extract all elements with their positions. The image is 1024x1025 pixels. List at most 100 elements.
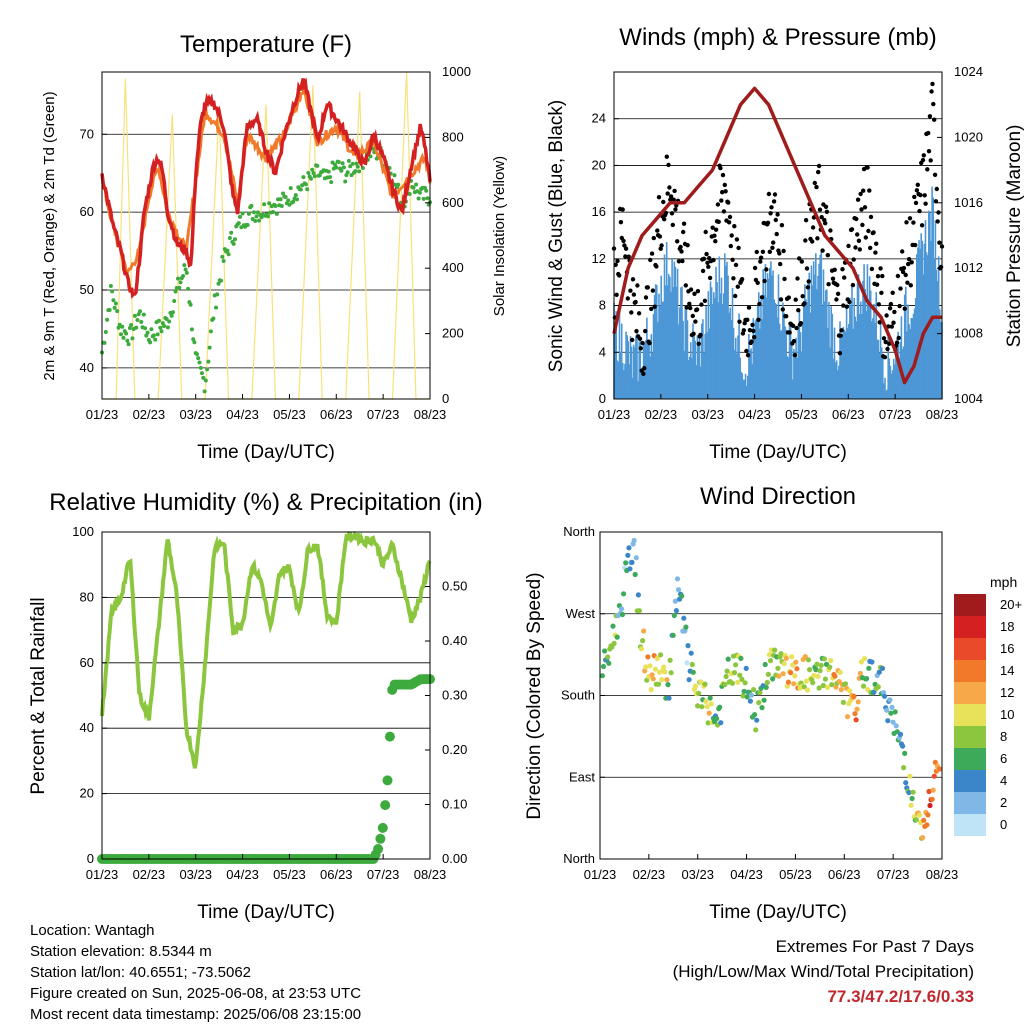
- dewpoint-point: [240, 211, 245, 216]
- dewpoint-point: [167, 319, 172, 324]
- direction-point: [696, 690, 702, 696]
- dewpoint-point: [191, 337, 196, 342]
- gust-point: [884, 313, 889, 318]
- direction-point: [707, 695, 713, 701]
- gust-point: [875, 274, 881, 279]
- direction-point: [666, 695, 672, 701]
- gust-point: [735, 284, 740, 289]
- dewpoint-point: [345, 170, 350, 175]
- y-tick-label: 60: [80, 655, 94, 670]
- dewpoint-point: [252, 210, 256, 215]
- dewpoint-point: [130, 336, 135, 341]
- gust-point: [756, 317, 761, 322]
- gust-point: [715, 202, 721, 207]
- winds-xlabel: Time (Day/UTC): [709, 442, 847, 463]
- gust-point: [666, 162, 671, 168]
- winds-frame: [613, 71, 943, 400]
- legend-swatch: [954, 792, 986, 814]
- dewpoint-point: [206, 359, 211, 364]
- dewpoint-point: [170, 310, 175, 315]
- direction-point: [757, 690, 763, 696]
- gust-point: [803, 238, 808, 243]
- legend-label: 8: [1000, 729, 1007, 744]
- gust-point: [794, 325, 799, 331]
- gust-point: [805, 285, 811, 290]
- y2-tick-label: 1004: [954, 391, 983, 406]
- gust-point: [835, 291, 841, 296]
- gust-point: [862, 205, 868, 210]
- direction-point: [821, 656, 828, 662]
- direction-point: [875, 684, 881, 690]
- x-tick-label: 02/23: [133, 407, 166, 422]
- direction-point: [876, 669, 882, 675]
- y2-tick-label: 1016: [954, 195, 983, 210]
- gust-point: [626, 254, 631, 259]
- gust-point: [760, 249, 766, 254]
- direction-point: [652, 666, 658, 672]
- gust-point: [844, 304, 849, 309]
- direction-point: [845, 714, 851, 720]
- direction-point: [897, 731, 904, 738]
- rh-line: [100, 530, 432, 769]
- direction-point: [638, 646, 645, 652]
- direction-point: [902, 750, 908, 757]
- gust-point: [767, 249, 772, 254]
- direction-panel: Wind Direction 01/23 02/23 03/23 04/23 05/23…: [524, 483, 1022, 923]
- gust-point: [890, 290, 895, 295]
- y2-tick-label: 0.30: [442, 688, 467, 703]
- gust-point: [643, 295, 649, 300]
- y-tick-label: 20: [80, 786, 94, 801]
- gust-point: [855, 197, 861, 202]
- direction-point: [744, 694, 750, 700]
- direction-point: [818, 662, 824, 669]
- dewpoint-point: [182, 263, 187, 268]
- direction-point: [705, 720, 711, 726]
- gust-point: [880, 273, 885, 279]
- gust-point: [659, 243, 664, 248]
- gust-point: [745, 353, 751, 358]
- direction-point: [813, 667, 819, 673]
- x-tick-label: 07/23: [879, 407, 912, 422]
- gust-point: [906, 257, 912, 262]
- gust-point: [696, 341, 701, 346]
- dewpoint-point: [226, 252, 231, 257]
- dewpoint-point: [416, 196, 421, 201]
- gust-point: [920, 157, 926, 163]
- solar-insolation-line: [102, 71, 430, 400]
- dewpoint-point: [134, 325, 139, 330]
- direction-point: [635, 592, 642, 598]
- gust-point: [847, 299, 852, 305]
- gust-point: [883, 339, 888, 345]
- direction-point: [699, 704, 705, 710]
- y2-tick-label: 0.00: [442, 851, 467, 866]
- dewpoint-point: [220, 254, 225, 259]
- gust-point: [768, 211, 773, 216]
- direction-point: [931, 773, 937, 779]
- dewpoint-point: [159, 329, 164, 334]
- gust-point: [855, 232, 860, 237]
- gust-point: [814, 184, 819, 190]
- direction-point: [888, 710, 894, 716]
- gust-point: [637, 336, 643, 341]
- y-tick-label: 60: [80, 204, 94, 219]
- temperature-y2label: Solar Insolation (Yellow): [491, 156, 508, 316]
- gust-point: [908, 283, 913, 288]
- gust-point: [759, 295, 765, 300]
- dewpoint-point: [425, 196, 430, 201]
- gust-point: [793, 297, 798, 302]
- gust-point: [668, 194, 674, 199]
- dewpoint-point: [287, 202, 292, 207]
- gust-point: [737, 319, 742, 324]
- gust-point: [713, 227, 719, 232]
- legend-swatch: [954, 638, 986, 660]
- direction-point: [851, 693, 857, 700]
- gust-point: [742, 321, 747, 326]
- x-tick-label: 07/23: [367, 407, 400, 422]
- gust-point: [651, 235, 656, 241]
- gust-point: [694, 307, 700, 312]
- gust-point: [732, 224, 737, 229]
- gust-point: [623, 246, 629, 251]
- direction-point: [685, 643, 691, 649]
- direction-point: [650, 676, 656, 682]
- direction-point: [781, 661, 787, 667]
